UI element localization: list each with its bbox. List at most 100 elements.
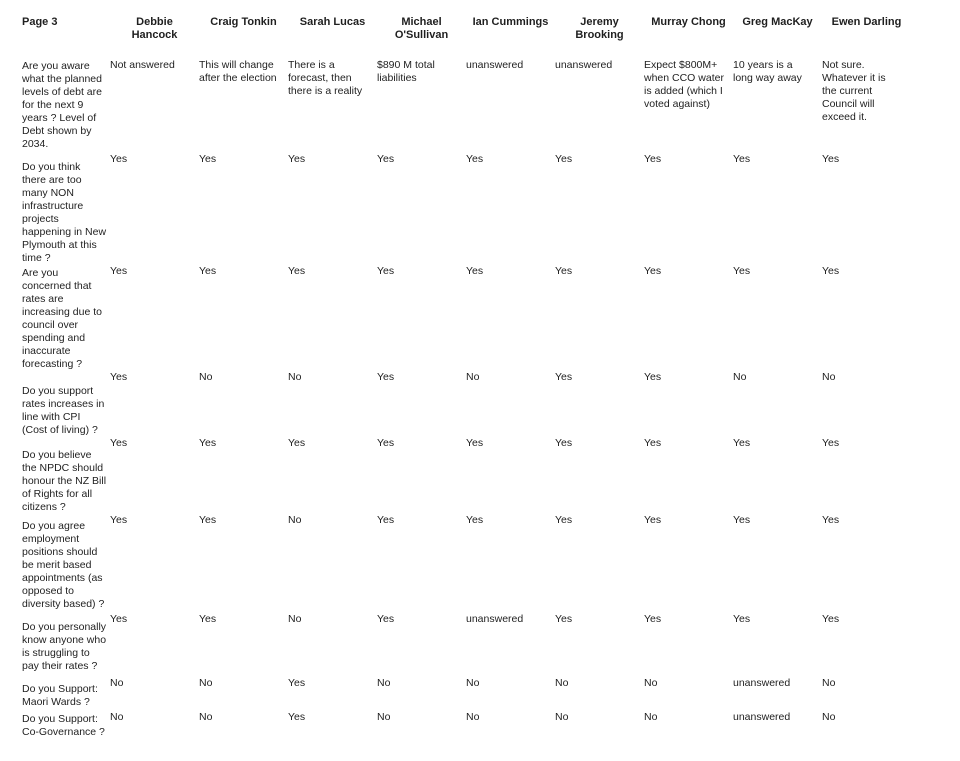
answer-cell: No	[822, 711, 836, 723]
answer-cell: Yes	[288, 153, 306, 165]
column-header-jeremy-brooking: Jeremy Brooking	[575, 16, 624, 41]
answer-cell: Yes	[733, 153, 751, 165]
answer-cell: Yes	[733, 514, 751, 526]
answer-cell: No	[466, 371, 480, 383]
column-header-sarah-lucas: Sarah Lucas	[299, 16, 366, 28]
answer-cell: Yes	[555, 153, 573, 165]
question-cell: Do you agree employment positions should…	[22, 520, 105, 610]
answer-cell: No	[822, 371, 836, 383]
question-cell: Do you support rates increases in line w…	[22, 385, 105, 436]
answer-cell: unanswered	[733, 677, 791, 689]
answer-cell: Yes	[466, 437, 484, 449]
answer-cell: There is a forecast, then there is a rea…	[288, 59, 363, 97]
table-row: Do you think there are too many NON infr…	[22, 153, 960, 265]
answer-cell: unanswered	[555, 59, 613, 71]
answer-cell: Yes	[110, 437, 128, 449]
answer-cell: No	[110, 677, 124, 689]
table-row: Do you support rates increases in line w…	[22, 371, 960, 437]
question-cell: Do you believe the NPDC should honour th…	[22, 449, 107, 513]
answer-cell: Yes	[110, 514, 128, 526]
question-cell: Do you personally know anyone who is str…	[22, 621, 107, 672]
answer-cell: No	[555, 711, 569, 723]
column-header-craig-tonkin: Craig Tonkin	[210, 16, 277, 28]
answer-cell: Yes	[466, 153, 484, 165]
table-row: Do you believe the NPDC should honour th…	[22, 437, 960, 514]
answer-cell: Yes	[110, 371, 128, 383]
answer-cell: No	[822, 677, 836, 689]
answer-cell: Yes	[110, 613, 128, 625]
answer-cell: Expect $800M+ when CCO water is added (w…	[644, 59, 724, 110]
answer-cell: Yes	[199, 153, 217, 165]
question-cell: Do you think there are too many NON infr…	[22, 161, 107, 264]
answer-cell: Yes	[644, 153, 662, 165]
answer-cell: No	[733, 371, 747, 383]
survey-results-sheet: Page 3 Debbie Hancock Craig Tonkin Sarah L…	[22, 16, 902, 738]
answer-cell: Yes	[555, 437, 573, 449]
answer-cell: unanswered	[466, 613, 524, 625]
answer-cell: Yes	[377, 265, 395, 277]
answer-cell: No	[199, 677, 213, 689]
answer-cell: Yes	[377, 613, 395, 625]
answer-cell: No	[199, 371, 213, 383]
answer-cell: No	[377, 711, 391, 723]
answer-cell: 10 years is a long way away	[733, 59, 802, 84]
answer-cell: Yes	[377, 514, 395, 526]
column-header-michael-o-sullivan: Michael O'Sullivan	[394, 16, 449, 41]
answer-cell: No	[288, 514, 302, 526]
answer-cell: Yes	[733, 265, 751, 277]
answer-cell: Yes	[110, 265, 128, 277]
answer-cell: unanswered	[733, 711, 791, 723]
page-label: Page 3	[22, 16, 58, 28]
answer-cell: Yes	[644, 265, 662, 277]
table-row: Do you Support: Maori Wards ? No No Yes No No…	[22, 677, 960, 711]
answer-cell: Yes	[199, 437, 217, 449]
answer-cell: No	[555, 677, 569, 689]
column-header-murray-chong: Murray Chong	[651, 16, 726, 28]
answer-cell: Yes	[822, 514, 840, 526]
question-cell: Do you Support: Maori Wards ?	[22, 683, 98, 708]
table-row: Do you Support: Co-Governance ? No No Yes No…	[22, 711, 960, 761]
answer-cell: Yes	[466, 514, 484, 526]
column-header-ewen-darling: Ewen Darling	[831, 16, 902, 28]
answer-cell: No	[644, 677, 658, 689]
answer-cell: No	[288, 613, 302, 625]
column-header-greg-mackay: Greg MacKay	[742, 16, 813, 28]
answer-cell: Yes	[822, 265, 840, 277]
question-cell: Do you Support: Co-Governance ?	[22, 713, 105, 738]
answer-cell: No	[466, 677, 480, 689]
answer-cell: Yes	[377, 371, 395, 383]
answer-cell: Yes	[288, 265, 306, 277]
answer-cell: Yes	[199, 265, 217, 277]
answer-cell: Not sure. Whatever it is the current Cou…	[822, 59, 886, 123]
answer-cell: Yes	[199, 514, 217, 526]
answer-cell: Yes	[555, 371, 573, 383]
table-row: Do you personally know anyone who is str…	[22, 613, 960, 677]
answer-cell: No	[110, 711, 124, 723]
answer-cell: Yes	[110, 153, 128, 165]
column-header-debbie-hancock: Debbie Hancock	[131, 16, 178, 41]
answer-cell: Yes	[644, 371, 662, 383]
answer-cell: Yes	[377, 153, 395, 165]
answer-cell: Yes	[199, 613, 217, 625]
column-header-ian-cummings: Ian Cummings	[472, 16, 549, 28]
answer-cell: Yes	[644, 437, 662, 449]
answer-cell: Yes	[288, 711, 306, 723]
answer-cell: Yes	[822, 613, 840, 625]
answer-cell: No	[644, 711, 658, 723]
answer-cell: Yes	[555, 265, 573, 277]
answer-cell: Yes	[377, 437, 395, 449]
answer-cell: No	[288, 371, 302, 383]
answer-cell: Yes	[288, 437, 306, 449]
table-row: Are you concerned that rates are increas…	[22, 265, 960, 371]
answer-cell: Yes	[555, 613, 573, 625]
answer-cell: No	[466, 711, 480, 723]
answer-cell: Yes	[822, 153, 840, 165]
answer-cell: $890 M total liabilities	[377, 59, 435, 84]
rows-container: Are you aware what the planned levels of…	[22, 59, 960, 761]
answer-cell: Yes	[644, 613, 662, 625]
answer-cell: Not answered	[110, 59, 175, 71]
answer-cell: No	[377, 677, 391, 689]
answer-cell: Yes	[288, 677, 306, 689]
answer-cell: Yes	[733, 613, 751, 625]
answer-cell: Yes	[466, 265, 484, 277]
